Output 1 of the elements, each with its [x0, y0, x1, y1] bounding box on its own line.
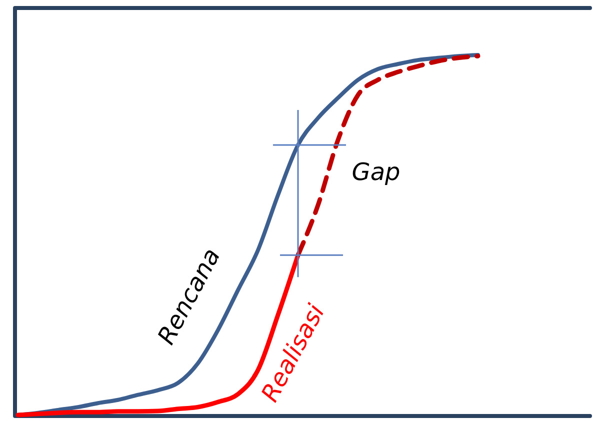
- annotation: Gap: [352, 158, 400, 186]
